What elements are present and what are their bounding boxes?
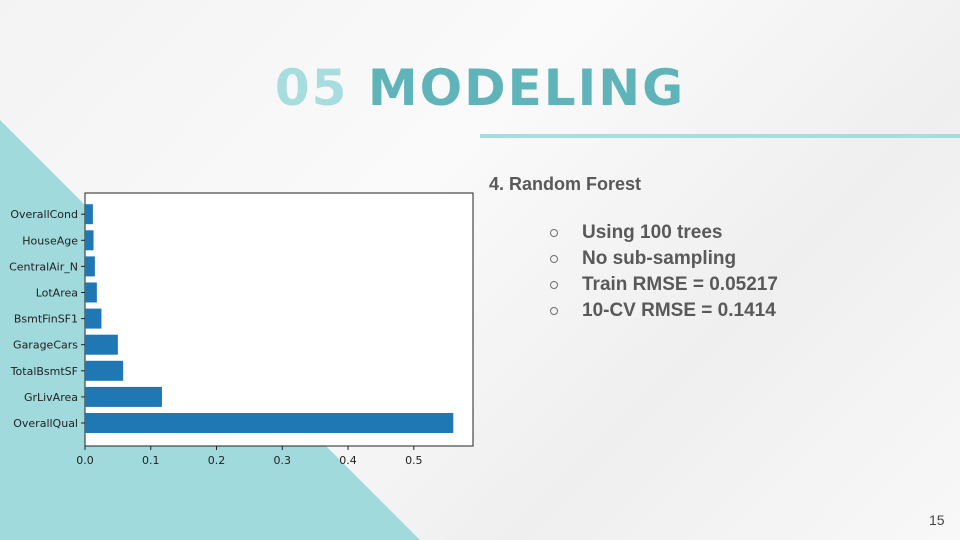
bar-bsmtfinsf1 bbox=[85, 308, 102, 329]
bar-lotarea bbox=[85, 282, 97, 303]
title-underline bbox=[480, 134, 960, 138]
y-tick-label: CentralAir_N bbox=[9, 260, 78, 273]
bullet-text: Using 100 trees bbox=[582, 222, 723, 243]
x-tick-label: 0.3 bbox=[274, 454, 292, 467]
bar-overallcond bbox=[85, 204, 93, 225]
model-subheading: 4. Random Forest bbox=[489, 174, 642, 194]
y-tick-label: OverallQual bbox=[13, 417, 78, 430]
bullet-text: 10-CV RMSE = 0.1414 bbox=[582, 300, 776, 321]
bullet-text: Train RMSE = 0.05217 bbox=[582, 274, 778, 295]
slide-title: 05 MODELING bbox=[0, 56, 960, 120]
bullet-text: No sub-sampling bbox=[582, 248, 737, 269]
y-tick-label: BsmtFinSF1 bbox=[14, 313, 78, 326]
hollow-circle-bullet-icon bbox=[550, 281, 558, 289]
y-tick-label: GarageCars bbox=[13, 339, 78, 352]
x-tick-label: 0.1 bbox=[142, 454, 160, 467]
bar-overallqual bbox=[85, 413, 454, 433]
y-tick-label: GrLivArea bbox=[24, 391, 78, 404]
hollow-circle-bullet-icon bbox=[550, 255, 558, 263]
bar-garagecars bbox=[85, 334, 118, 355]
model-details-list: Using 100 trees No sub-sampling Train RM… bbox=[550, 220, 778, 324]
x-tick-label: 0.4 bbox=[339, 454, 357, 467]
x-tick-label: 0.2 bbox=[208, 454, 226, 467]
list-item: Train RMSE = 0.05217 bbox=[550, 272, 778, 298]
bar-totalbsmtsf bbox=[85, 360, 124, 381]
plot-area bbox=[84, 192, 474, 447]
bar-houseage bbox=[85, 230, 94, 251]
hollow-circle-bullet-icon bbox=[550, 307, 558, 315]
x-tick-label: 0.5 bbox=[405, 454, 423, 467]
y-tick-label: HouseAge bbox=[22, 234, 78, 247]
y-tick-label: TotalBsmtSF bbox=[10, 365, 78, 378]
y-tick-label: LotArea bbox=[36, 287, 78, 300]
bar-centralair-n bbox=[85, 256, 95, 277]
list-item: 10-CV RMSE = 0.1414 bbox=[550, 298, 778, 324]
title-number: 05 bbox=[274, 59, 349, 117]
bar-grlivarea bbox=[85, 386, 162, 407]
page-number: 15 bbox=[929, 512, 945, 528]
list-item: No sub-sampling bbox=[550, 246, 778, 272]
x-tick-label: 0.0 bbox=[76, 454, 94, 467]
list-item: Using 100 trees bbox=[550, 220, 778, 246]
title-word: MODELING bbox=[367, 59, 686, 117]
y-tick-label: OverallCond bbox=[10, 208, 78, 221]
hollow-circle-bullet-icon bbox=[550, 229, 558, 237]
